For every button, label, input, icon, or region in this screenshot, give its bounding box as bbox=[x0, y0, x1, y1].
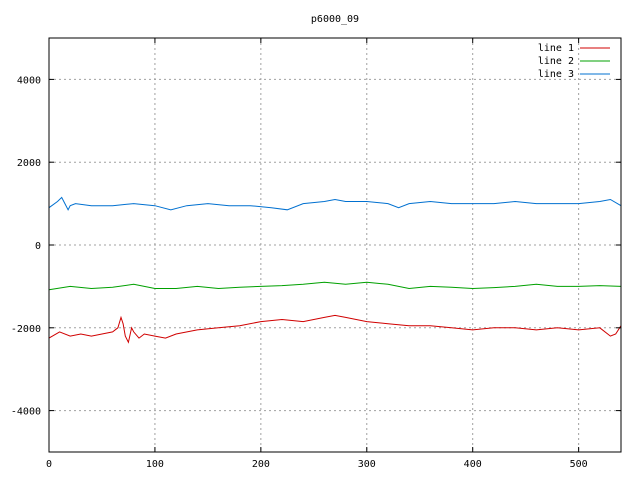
grid bbox=[48, 38, 621, 452]
series-line-3 bbox=[48, 196, 622, 211]
chart-title: p6000_09 bbox=[311, 14, 359, 25]
x-tick-label: 100 bbox=[146, 459, 164, 470]
x-tick-label: 500 bbox=[570, 459, 588, 470]
x-tick-label: 0 bbox=[46, 459, 52, 470]
x-tick-label: 300 bbox=[358, 459, 376, 470]
series-line-2 bbox=[48, 281, 622, 291]
x-tick-label: 400 bbox=[464, 459, 482, 470]
legend-label-1: line 1 bbox=[538, 43, 574, 54]
series-lines bbox=[48, 196, 622, 344]
y-tick-label: 0 bbox=[35, 241, 41, 252]
series-line-1 bbox=[48, 314, 622, 344]
y-tick-label: 4000 bbox=[17, 75, 41, 86]
legend: line 1 line 2 line 3 bbox=[538, 43, 610, 80]
axes: 0 100 200 300 400 500 -4000 -2000 0 2000 4000 bbox=[11, 38, 621, 470]
legend-label-2: line 2 bbox=[538, 56, 574, 67]
y-tick-label: -2000 bbox=[11, 324, 41, 335]
x-tick-label: 200 bbox=[252, 459, 270, 470]
y-tick-label: 2000 bbox=[17, 158, 41, 169]
y-tick-label: -4000 bbox=[11, 407, 41, 418]
legend-label-3: line 3 bbox=[538, 69, 574, 80]
